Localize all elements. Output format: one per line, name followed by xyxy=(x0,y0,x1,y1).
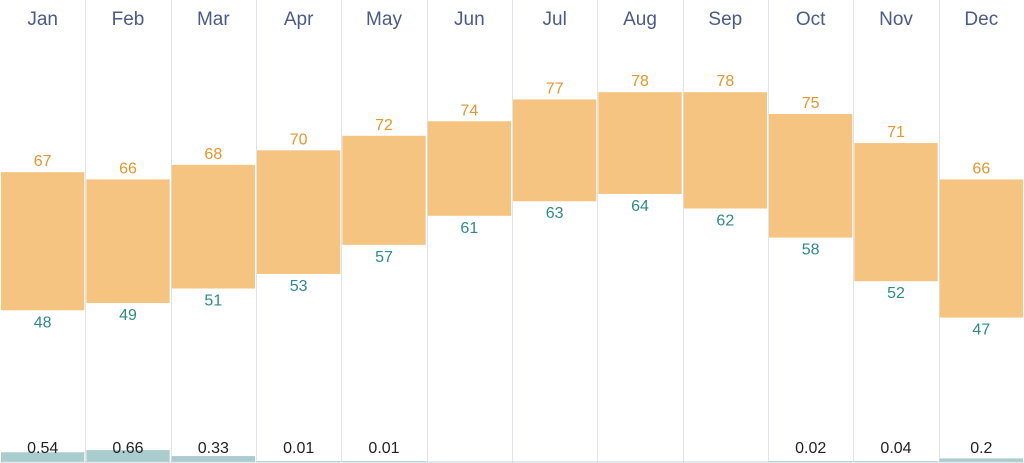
precip-bar-dec xyxy=(939,458,1023,462)
month-label-sep: Sep xyxy=(708,9,742,30)
precip-bar-feb xyxy=(86,450,170,462)
precip-bar-jan xyxy=(1,452,85,462)
low-temp-label-oct: 58 xyxy=(802,242,820,259)
low-temp-label-dec: 47 xyxy=(972,322,990,339)
temp-range-bar-aug xyxy=(598,92,682,194)
high-temp-label-oct: 75 xyxy=(802,95,820,112)
low-temp-label-nov: 52 xyxy=(887,285,905,302)
month-label-apr: Apr xyxy=(284,9,314,30)
precip-label-dec: 0.2 xyxy=(970,440,992,457)
high-temp-label-sep: 78 xyxy=(716,73,734,90)
temperature-bars xyxy=(1,92,1023,318)
high-temp-label-mar: 68 xyxy=(204,146,222,163)
high-temp-label-jun: 74 xyxy=(460,102,478,119)
low-temp-label-aug: 64 xyxy=(631,198,649,215)
high-temp-label-apr: 70 xyxy=(290,131,308,148)
high-temp-label-aug: 78 xyxy=(631,73,649,90)
precip-label-apr: 0.01 xyxy=(283,440,314,457)
high-temp-label-may: 72 xyxy=(375,117,393,134)
temp-range-bar-may xyxy=(342,135,426,245)
month-label-nov: Nov xyxy=(879,9,913,30)
month-label-dec: Dec xyxy=(964,9,998,30)
month-label-aug: Aug xyxy=(623,9,657,30)
low-temp-label-jan: 48 xyxy=(34,314,52,331)
month-label-jun: Jun xyxy=(454,9,485,30)
temp-range-bar-oct xyxy=(769,113,853,238)
low-temp-label-may: 57 xyxy=(375,249,393,266)
high-temp-label-nov: 71 xyxy=(887,124,905,141)
temp-range-bar-jun xyxy=(427,121,511,216)
high-temp-label-jan: 67 xyxy=(34,153,52,170)
high-temp-label-feb: 66 xyxy=(119,160,137,177)
temp-range-bar-mar xyxy=(171,164,255,289)
temp-range-bar-sep xyxy=(683,92,767,209)
chart-labels: Jan 67 48 0.54 Feb 66 49 0.66 Mar 68 51 0.33 Apr 70 53… xyxy=(27,9,998,457)
month-label-oct: Oct xyxy=(796,9,826,30)
precip-label-may: 0.01 xyxy=(368,440,399,457)
precip-label-feb: 0.66 xyxy=(112,440,143,457)
high-temp-label-dec: 66 xyxy=(972,160,990,177)
temp-range-bar-dec xyxy=(939,179,1023,318)
temp-range-bar-feb xyxy=(86,179,170,304)
precip-label-mar: 0.33 xyxy=(198,440,229,457)
temp-range-bar-jan xyxy=(1,172,85,311)
low-temp-label-apr: 53 xyxy=(290,278,308,295)
high-temp-label-jul: 77 xyxy=(546,80,564,97)
low-temp-label-sep: 62 xyxy=(716,213,734,230)
month-label-jul: Jul xyxy=(543,9,567,30)
month-label-may: May xyxy=(366,9,402,30)
month-label-feb: Feb xyxy=(112,9,145,30)
temp-range-bar-nov xyxy=(854,143,938,282)
temp-range-bar-jul xyxy=(513,99,597,202)
precip-label-jan: 0.54 xyxy=(27,440,58,457)
month-label-jan: Jan xyxy=(27,9,58,30)
precip-label-nov: 0.04 xyxy=(880,440,911,457)
low-temp-label-jun: 61 xyxy=(460,220,478,237)
low-temp-label-mar: 51 xyxy=(204,292,222,309)
low-temp-label-jul: 63 xyxy=(546,205,564,222)
low-temp-label-feb: 49 xyxy=(119,307,137,324)
precip-label-oct: 0.02 xyxy=(795,440,826,457)
precip-bar-mar xyxy=(171,456,255,462)
month-label-mar: Mar xyxy=(197,9,230,30)
temp-range-bar-apr xyxy=(257,150,341,274)
column-dividers xyxy=(85,0,940,463)
